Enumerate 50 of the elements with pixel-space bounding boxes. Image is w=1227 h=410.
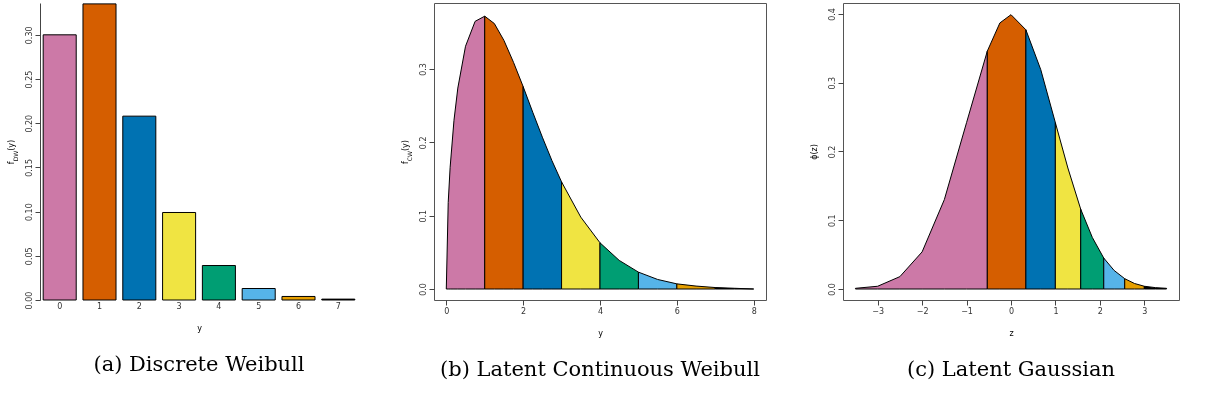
text: (c) Latent Gaussian (907, 357, 1115, 381)
x-tick-label: 2 (1097, 306, 1103, 316)
y-tick-label: 0.3 (827, 76, 837, 90)
bar (281, 295, 316, 301)
y-tick-label: 0.05 (24, 247, 34, 266)
bar (122, 115, 157, 301)
y-tick-label: 0.4 (827, 8, 837, 21)
y-tick-label: 0.20 (24, 114, 34, 133)
x-tick-label: 8 (751, 306, 757, 316)
y-tick-label: 0.25 (24, 70, 34, 89)
x-tick-label: 7 (335, 301, 341, 311)
x-tick-label: −1 (961, 306, 973, 316)
x-tick-label: 0 (1008, 306, 1015, 316)
y-axis-title: ϕ(z) (809, 144, 819, 160)
x-tick-label: 0 (444, 306, 450, 316)
bar (42, 34, 77, 301)
x-tick-label: −3 (872, 306, 885, 316)
x-tick-label: 1 (1053, 306, 1059, 316)
text: (b) Latent Continuous Weibull (440, 357, 761, 381)
bar (201, 265, 236, 301)
y-tick-label: 0.15 (24, 159, 34, 177)
x-axis-title: y (197, 323, 203, 333)
text: (a) Discrete Weibull (93, 352, 305, 376)
x-axis-title: z (1009, 328, 1014, 338)
y-tick-label: 0.2 (418, 136, 428, 150)
bar (82, 3, 117, 301)
x-tick-label: 4 (597, 306, 604, 316)
y-tick-label: 0.0 (827, 283, 837, 296)
x-tick-label: 4 (216, 301, 222, 311)
x-tick-label: 0 (57, 301, 63, 311)
bar (241, 288, 276, 301)
x-tick-label: 2 (521, 306, 527, 316)
y-tick-label: 0.2 (827, 145, 837, 159)
x-tick-label: 6 (295, 301, 302, 311)
x-tick-label: 3 (176, 301, 182, 311)
x-tick-label: 1 (96, 301, 103, 311)
y-tick-label: 0.10 (24, 203, 34, 222)
x-tick-label: 6 (674, 306, 680, 316)
x-axis-title: y (598, 328, 604, 338)
bar (162, 211, 197, 301)
y-tick-label: 0.1 (827, 214, 837, 228)
y-tick-label: 0.3 (418, 63, 428, 76)
y-tick-label: 0.1 (418, 209, 428, 223)
x-tick-label: −2 (916, 306, 929, 316)
y-tick-label: 0.0 (418, 283, 428, 296)
x-tick-label: 5 (256, 301, 262, 311)
y-tick-label: 0.00 (24, 291, 34, 310)
y-tick-label: 0.30 (24, 26, 34, 45)
x-tick-label: 2 (136, 301, 142, 311)
x-tick-label: 3 (1142, 306, 1148, 316)
